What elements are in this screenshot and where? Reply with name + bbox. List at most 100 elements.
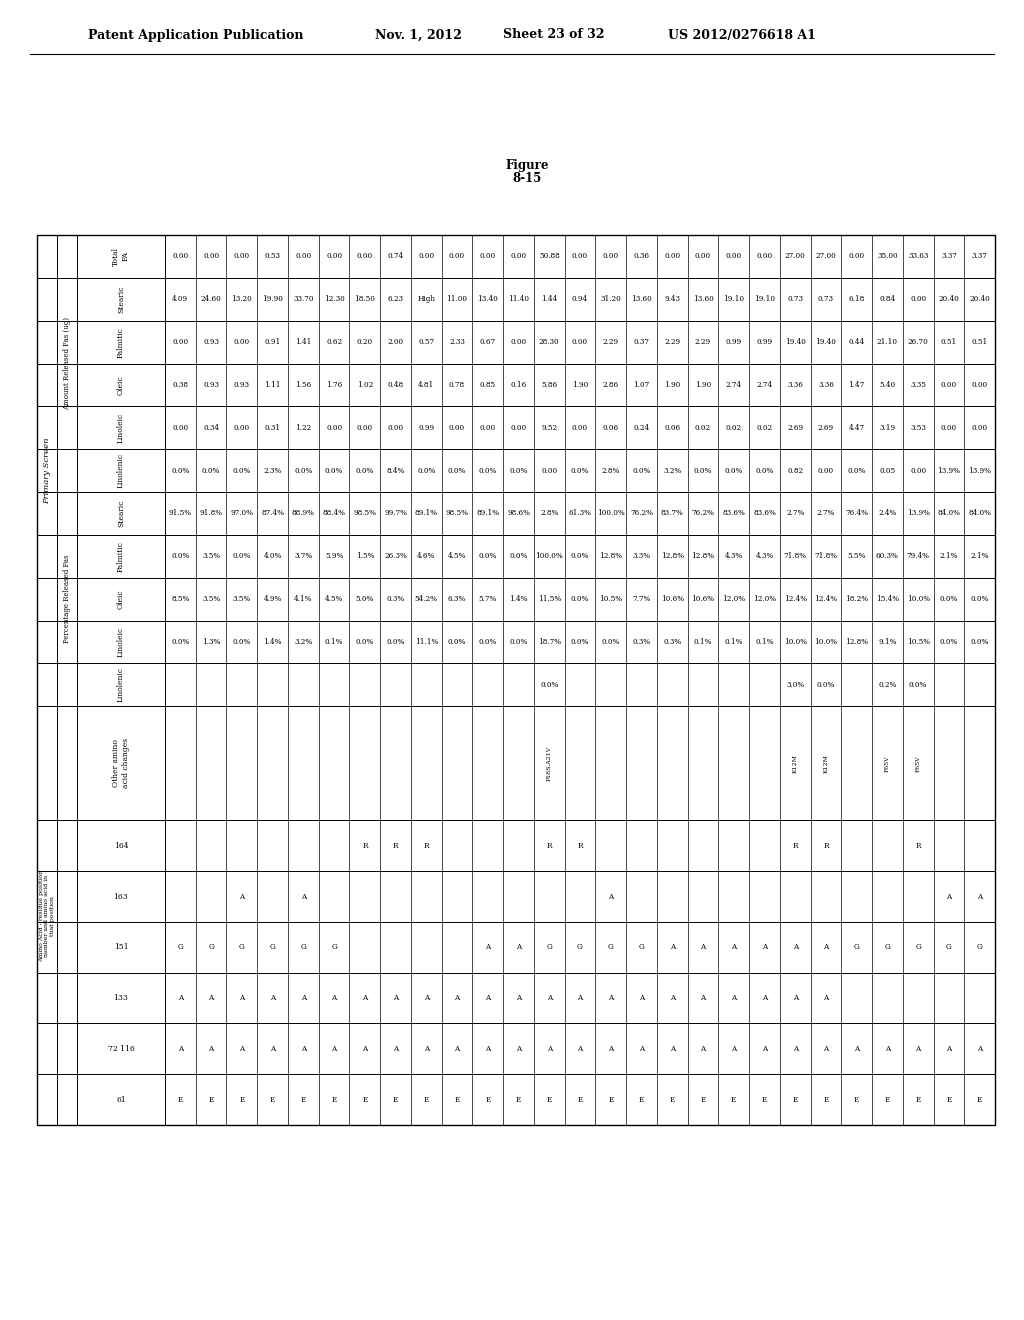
Text: A: A: [762, 1045, 767, 1053]
Text: 2.3%: 2.3%: [263, 466, 282, 475]
Text: 0.00: 0.00: [941, 424, 957, 432]
Text: 6.3%: 6.3%: [447, 595, 466, 603]
Text: 0.51: 0.51: [941, 338, 957, 346]
Text: 13.20: 13.20: [231, 296, 252, 304]
Text: 76.2%: 76.2%: [630, 510, 653, 517]
Text: A: A: [946, 892, 951, 900]
Text: 10.0%: 10.0%: [814, 638, 838, 645]
Text: A: A: [793, 994, 798, 1002]
Text: 5.5%: 5.5%: [848, 552, 866, 560]
Text: A: A: [485, 1045, 490, 1053]
Text: 0.00: 0.00: [849, 252, 864, 260]
Text: 0.00: 0.00: [233, 338, 250, 346]
Text: A: A: [455, 1045, 460, 1053]
Text: 0.00: 0.00: [910, 296, 927, 304]
Text: A: A: [178, 994, 183, 1002]
Text: A: A: [270, 1045, 275, 1053]
Text: A: A: [332, 1045, 337, 1053]
Text: A: A: [915, 1045, 921, 1053]
Text: 0.0%: 0.0%: [232, 638, 251, 645]
Text: 2.69: 2.69: [818, 424, 834, 432]
Text: 26.70: 26.70: [907, 338, 929, 346]
Text: 151: 151: [114, 944, 128, 952]
Text: 0.0%: 0.0%: [447, 466, 466, 475]
Text: 19.40: 19.40: [784, 338, 806, 346]
Text: 2.7%: 2.7%: [817, 510, 836, 517]
Text: A: A: [731, 994, 736, 1002]
Text: 11.00: 11.00: [446, 296, 468, 304]
Text: A: A: [362, 994, 368, 1002]
Text: 99.7%: 99.7%: [384, 510, 408, 517]
Text: E: E: [424, 1096, 429, 1104]
Text: 15.4%: 15.4%: [876, 595, 899, 603]
Text: G: G: [547, 944, 552, 952]
Text: 1.56: 1.56: [295, 381, 311, 389]
Text: K12M: K12M: [823, 754, 828, 772]
Text: 26.3%: 26.3%: [384, 552, 407, 560]
Text: 19.40: 19.40: [815, 338, 837, 346]
Text: E: E: [915, 1096, 921, 1104]
Text: 9.1%: 9.1%: [879, 638, 897, 645]
Text: 0.0%: 0.0%: [478, 466, 497, 475]
Text: 1.90: 1.90: [665, 381, 680, 389]
Text: 0.00: 0.00: [757, 252, 772, 260]
Text: 2.8%: 2.8%: [601, 466, 620, 475]
Text: 7.7%: 7.7%: [632, 595, 650, 603]
Text: 91.5%: 91.5%: [169, 510, 191, 517]
Text: 5.9%: 5.9%: [325, 552, 343, 560]
Text: 1.02: 1.02: [356, 381, 373, 389]
Text: E: E: [270, 1096, 275, 1104]
Text: 0.0%: 0.0%: [417, 466, 435, 475]
Text: 3.5%: 3.5%: [202, 552, 220, 560]
Text: 0.0%: 0.0%: [232, 552, 251, 560]
Text: 1.22: 1.22: [295, 424, 311, 432]
Text: 0.00: 0.00: [572, 338, 588, 346]
Text: 0.00: 0.00: [603, 252, 618, 260]
Text: A: A: [393, 1045, 398, 1053]
Text: A: A: [762, 994, 767, 1002]
Text: R: R: [424, 842, 429, 850]
Text: 0.00: 0.00: [326, 424, 342, 432]
Text: 1.4%: 1.4%: [263, 638, 282, 645]
Text: A: A: [731, 944, 736, 952]
Text: 2.29: 2.29: [603, 338, 618, 346]
Text: 3.53: 3.53: [910, 424, 926, 432]
Text: 10.0%: 10.0%: [783, 638, 807, 645]
Text: 4.5%: 4.5%: [447, 552, 466, 560]
Text: 21.10: 21.10: [877, 338, 898, 346]
Text: G: G: [639, 944, 644, 952]
Text: 3.7%: 3.7%: [294, 552, 312, 560]
Text: 0.00: 0.00: [510, 424, 526, 432]
Text: 0.67: 0.67: [479, 338, 496, 346]
Text: 72 116: 72 116: [108, 1045, 134, 1053]
Text: 0.93: 0.93: [203, 381, 219, 389]
Text: 0.1%: 0.1%: [325, 638, 343, 645]
Text: 0.53: 0.53: [264, 252, 281, 260]
Bar: [37, 235, 995, 1125]
Text: R: R: [793, 842, 798, 850]
Text: 3.5%: 3.5%: [232, 595, 251, 603]
Text: E: E: [485, 1096, 490, 1104]
Text: Linoleic: Linoleic: [117, 413, 125, 444]
Text: 0.0%: 0.0%: [848, 466, 866, 475]
Text: 0.1%: 0.1%: [693, 638, 713, 645]
Text: 3.35: 3.35: [910, 381, 926, 389]
Text: 0.00: 0.00: [172, 424, 188, 432]
Text: 0.00: 0.00: [449, 252, 465, 260]
Text: 164: 164: [114, 842, 128, 850]
Text: 0.0%: 0.0%: [171, 552, 189, 560]
Text: E: E: [793, 1096, 798, 1104]
Text: Stearic: Stearic: [117, 285, 125, 313]
Text: 163: 163: [114, 892, 128, 900]
Text: 12.30: 12.30: [324, 296, 344, 304]
Text: Sheet 23 of 32: Sheet 23 of 32: [503, 29, 604, 41]
Text: 5.86: 5.86: [542, 381, 557, 389]
Text: 0.0%: 0.0%: [171, 638, 189, 645]
Text: K12M: K12M: [793, 754, 798, 772]
Text: 0.73: 0.73: [787, 296, 803, 304]
Text: 98.5%: 98.5%: [353, 510, 376, 517]
Text: 35.00: 35.00: [878, 252, 898, 260]
Text: 0.0%: 0.0%: [509, 466, 527, 475]
Text: 0.06: 0.06: [603, 424, 618, 432]
Text: 0.00: 0.00: [665, 252, 680, 260]
